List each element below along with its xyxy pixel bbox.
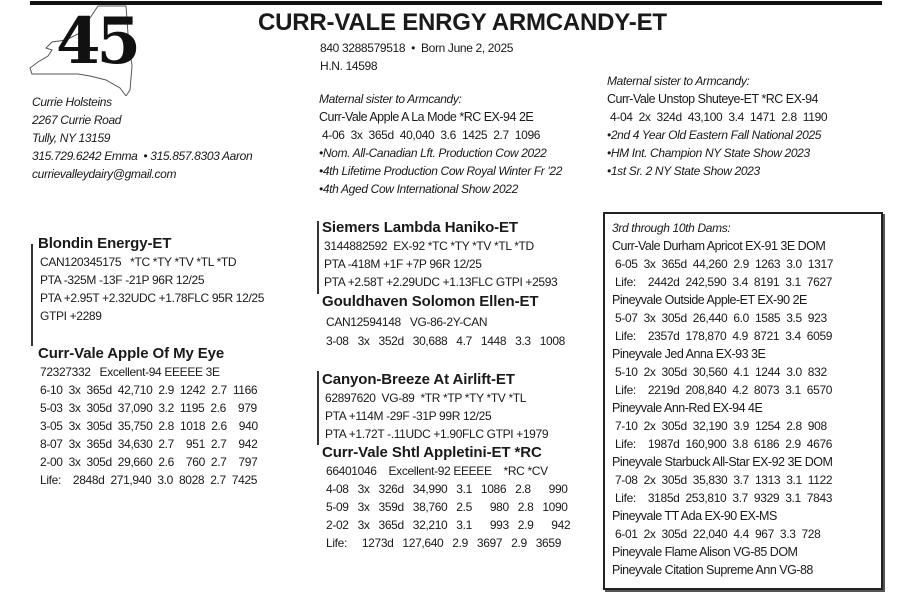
ancestor-dam-record: Life: 2357d 178,870 4.9 8721 3.4 6059 — [612, 329, 833, 343]
dam-record: 8-07 3x 365d 34,630 2.7 951 2.7 942 — [40, 437, 258, 451]
dam-info-line: 72327332 Excellent-94 EEEEE 3E — [40, 365, 220, 379]
sister-record: 4-04 2x 324d 43,100 3.4 1471 2.8 1190 — [607, 110, 828, 124]
sire-dam-name: Gouldhaven Solomon Ellen-ET — [322, 293, 539, 310]
record-line: 3-08 3x 352d 30,688 4.7 1448 3.3 1008 — [326, 334, 566, 348]
sister-award: •HM Int. Champion NY State Show 2023 — [607, 146, 810, 160]
sire-dam-block: Gouldhaven Solomon Ellen-ET CAN12594148 … — [322, 292, 565, 350]
dams-box-heading: 3rd through 10th Dams: — [612, 221, 731, 235]
info-line: PTA +1.72T -.11UDC +1.90FLC GTPI +1979 — [325, 427, 549, 441]
sister-name: Curr-Vale Unstop Shuteye-ET *RC EX-94 — [607, 92, 819, 106]
consignor-email[interactable]: currievalleydairy@gmail.com — [32, 167, 177, 181]
sire-block: Blondin Energy-ET CAN120345175 *TC *TY *… — [38, 234, 264, 325]
ancestor-dam-record: 5-07 3x 305d 26,440 6.0 1585 3.5 923 — [612, 311, 827, 325]
sister-award: •2nd 4 Year Old Eastern Fall National 20… — [607, 128, 822, 142]
info-line: PTA +114M -29F -31P 99R 12/25 — [325, 409, 492, 423]
sister-intro: Maternal sister to Armcandy: — [319, 92, 462, 106]
sister-award: •4th Lifetime Production Cow Royal Winte… — [319, 164, 563, 178]
ancestor-dam-record: Life: 2442d 242,590 3.4 8191 3.1 7627 — [612, 275, 833, 289]
dam-dam-block: Curr-Vale Shtl Appletini-ET *RC 66401046… — [322, 443, 571, 552]
sire-info-line: PTA -325M -13F -21P 96R 12/25 — [40, 273, 205, 287]
ancestor-dam-record: 7-08 2x 305d 35,830 3.7 1313 3.1 1122 — [612, 473, 833, 487]
sister-award: •1st Sr. 2 NY State Show 2023 — [607, 164, 760, 178]
dam-name: Curr-Vale Apple Of My Eye — [38, 345, 225, 362]
ancestor-dam-name: Pineyvale Starbuck All-Star EX-92 3E DOM — [612, 455, 833, 469]
ancestor-dam-record: 6-05 3x 365d 44,260 2.9 1263 3.0 1317 — [612, 257, 834, 271]
pedigree-bracket — [317, 221, 319, 294]
ancestor-dam-record: 7-10 2x 305d 32,190 3.9 1254 2.8 908 — [612, 419, 827, 433]
info-line: PTA +2.58T +2.29UDC +1.13FLC GTPI +2593 — [324, 275, 558, 289]
ancestor-dam-name: Pineyvale TT Ada EX-90 EX-MS — [612, 509, 777, 523]
dam-record: 2-00 3x 305d 29,660 2.6 760 2.7 797 — [40, 455, 258, 469]
consignor-address: 2267 Currie Road — [32, 113, 122, 127]
dam-record: 6-10 3x 365d 42,710 2.9 1242 2.7 1166 — [40, 383, 258, 397]
info-line: CAN12594148 VG-86-2Y-CAN — [326, 315, 488, 329]
ancestor-dam-name: Pineyvale Jed Anna EX-93 3E — [612, 347, 766, 361]
record-line: 2-02 3x 365d 32,210 3.1 993 2.9 942 — [326, 518, 571, 532]
dam-record: 5-03 3x 305d 37,090 3.2 1195 2.6 979 — [40, 401, 257, 415]
ancestor-dam-name: Pineyvale Flame Alison VG-85 DOM — [612, 545, 798, 559]
pedigree-bracket — [317, 371, 319, 445]
ancestor-dam-record: 6-01 2x 305d 22,040 4.4 967 3.3 728 — [612, 527, 821, 541]
ancestor-dam-record: 5-10 2x 305d 30,560 4.1 1244 3.0 832 — [612, 365, 827, 379]
info-line: PTA -418M +1F +7P 96R 12/25 — [324, 257, 482, 271]
dam-record: 3-05 3x 305d 35,750 2.8 1018 2.6 940 — [40, 419, 258, 433]
record-line: 5-09 3x 359d 38,760 2.5 980 2.8 1090 — [326, 500, 568, 514]
ancestor-dam-record: Life: 3185d 253,810 3.7 9329 3.1 7843 — [612, 491, 833, 505]
record-line: 4-08 3x 326d 34,990 3.1 1086 2.8 990 — [326, 482, 568, 496]
consignor-info: Currie Holsteins 2267 Currie Road Tully,… — [32, 93, 253, 183]
dam-lifetime-record: Life: 2848d 271,940 3.0 8028 2.7 7425 — [40, 473, 258, 487]
dam-sire-block: Canyon-Breeze At Airlift-ET 62897620 VG-… — [322, 370, 549, 443]
registration-info: 840 3288579518 • Born June 2, 2025 — [320, 41, 514, 55]
maternal-sister-2: Maternal sister to Armcandy: Curr-Vale U… — [607, 72, 828, 180]
sister-intro: Maternal sister to Armcandy: — [607, 74, 750, 88]
animal-title: CURR-VALE ENRGY ARMCANDY-ET — [258, 9, 667, 36]
info-line: 66401046 Excellent-92 EEEEE *RC *CV — [326, 464, 548, 478]
ancestor-dam-name: Pineyvale Outside Apple-ET EX-90 2E — [612, 293, 807, 307]
dams-box: 3rd through 10th Dams: Curr-Vale Durham … — [603, 212, 883, 590]
lifetime-record: Life: 1273d 127,640 2.9 3697 2.9 3659 — [326, 536, 562, 550]
ancestor-dam-record: Life: 2219d 208,840 4.2 8073 3.1 6570 — [612, 383, 833, 397]
maternal-sister-1: Maternal sister to Armcandy: Curr-Vale A… — [319, 90, 562, 198]
lot-number: 45 — [56, 4, 141, 79]
consignor-city: Tully, NY 13159 — [32, 131, 111, 145]
info-line: 3144882592 EX-92 *TC *TY *TV *TL *TD — [324, 239, 534, 253]
consignor-phones: 315.729.6242 Emma • 315.857.8303 Aaron — [32, 149, 253, 163]
sire-name: Blondin Energy-ET — [38, 235, 172, 252]
sire-info-line: PTA +2.95T +2.32UDC +1.78FLC 95R 12/25 — [40, 291, 265, 305]
sire-sire-name: Siemers Lambda Haniko-ET — [322, 219, 518, 236]
sire-info-line: CAN120345175 *TC *TY *TV *TL *TD — [40, 255, 237, 269]
info-line: 62897620 VG-89 *TR *TP *TY *TV *TL — [325, 391, 527, 405]
dam-sire-name: Canyon-Breeze At Airlift-ET — [322, 371, 515, 388]
ancestor-dam-name: Pineyvale Ann-Red EX-94 4E — [612, 401, 763, 415]
ancestor-dam-name: Curr-Vale Durham Apricot EX-91 3E DOM — [612, 239, 826, 253]
sister-award: •4th Aged Cow International Show 2022 — [319, 182, 518, 196]
sister-record: 4-06 3x 365d 40,040 3.6 1425 2.7 1096 — [319, 128, 541, 142]
sister-award: •Nom. All-Canadian Lft. Production Cow 2… — [319, 146, 547, 160]
dam-block: Curr-Vale Apple Of My Eye 72327332 Excel… — [38, 344, 258, 489]
top-rule — [30, 1, 882, 5]
ancestor-dam-record: Life: 1987d 160,900 3.8 6186 2.9 4676 — [612, 437, 833, 451]
sire-info-line: GTPI +2289 — [40, 309, 102, 323]
consignor-name: Currie Holsteins — [32, 95, 112, 109]
sire-sire-block: Siemers Lambda Haniko-ET 3144882592 EX-9… — [322, 218, 558, 291]
herd-number: H.N. 14598 — [320, 59, 378, 73]
new-york-state-outline-icon — [29, 5, 133, 96]
pedigree-bracket — [31, 244, 33, 346]
ancestor-dam-name: Pineyvale Citation Supreme Ann VG-88 — [612, 563, 813, 577]
dam-dam-name: Curr-Vale Shtl Appletini-ET *RC — [322, 444, 542, 461]
sister-name: Curr-Vale Apple A La Mode *RC EX-94 2E — [319, 110, 534, 124]
